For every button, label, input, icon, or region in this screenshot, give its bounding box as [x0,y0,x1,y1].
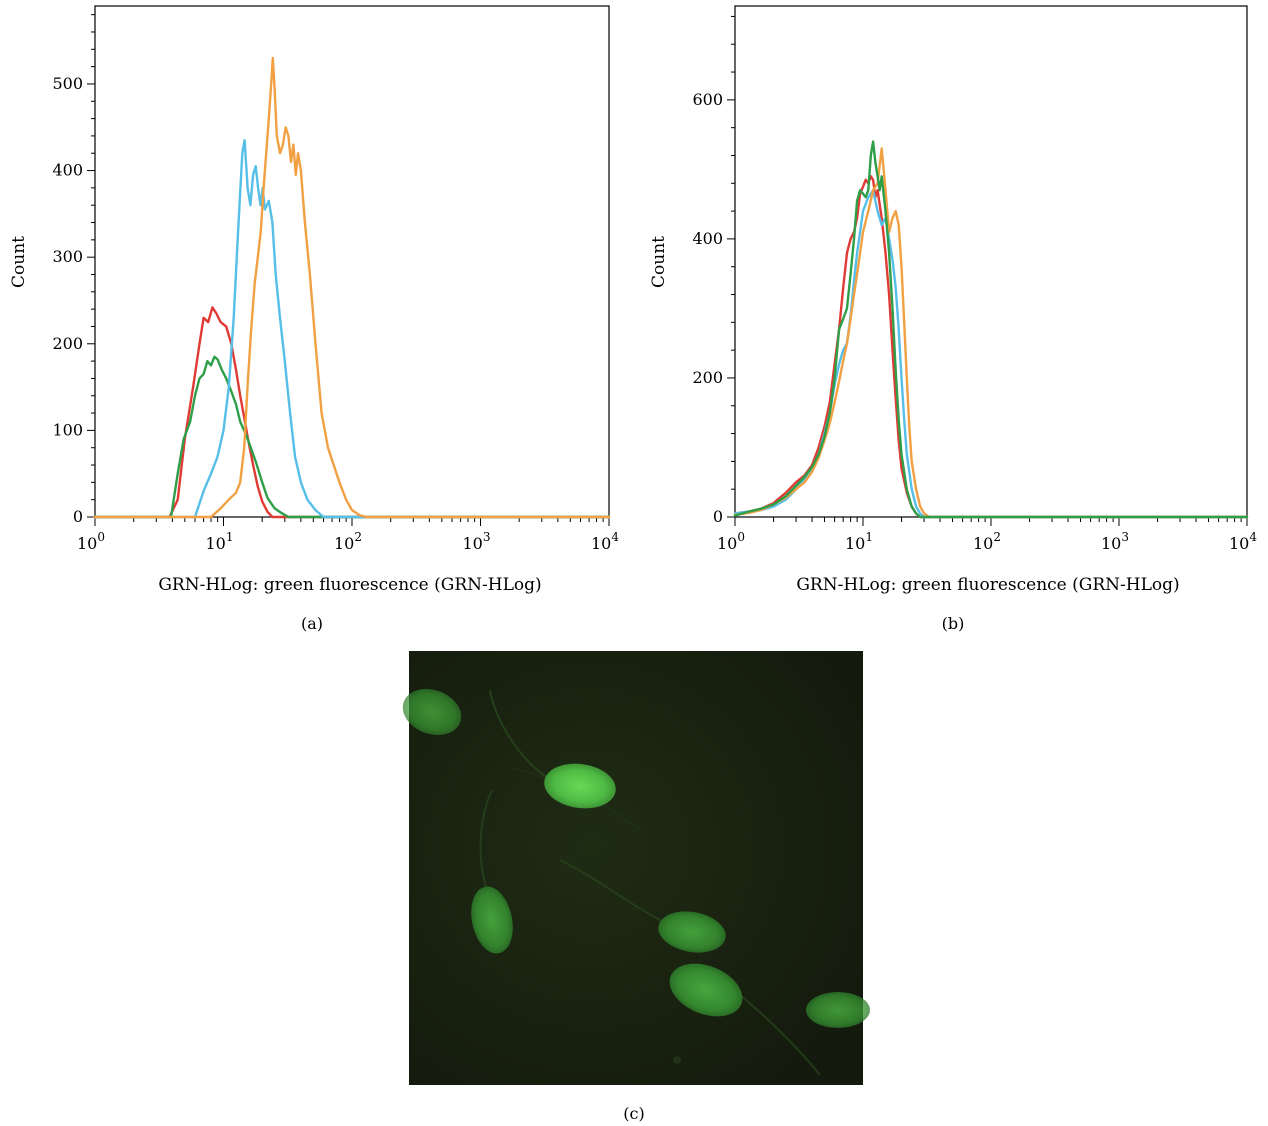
debris [673,1056,681,1064]
panel-label-b: (b) [942,614,965,633]
x-axis-title-a: GRN-HLog: green fluorescence (GRN-HLog) [158,575,541,595]
panel-label-a: (a) [301,614,323,633]
x-tick-label: 103 [463,530,491,553]
y-tick-label: 0 [73,507,83,526]
y-axis-ticks-b: 0 200 400 600 [692,15,735,526]
cell [806,992,870,1028]
series-line-blue [93,139,611,519]
y-axis-title-b: Count [649,236,669,288]
flagellum [489,689,549,779]
x-tick-label: 100 [77,530,105,553]
y-tick-label: 200 [692,368,723,387]
flagellum [559,859,665,923]
series-line-orange [733,147,1249,519]
x-axis-ticks-b: 100 101 102 103 104 [717,517,1257,553]
x-tick-label: 100 [717,530,745,553]
y-tick-label: 0 [713,507,723,526]
x-tick-label: 101 [206,530,234,553]
cell [402,688,462,736]
panel-label-c: (c) [623,1104,644,1123]
x-tick-label: 103 [1101,530,1129,553]
series-lines-b [733,140,1249,519]
x-tick-label: 101 [845,530,873,553]
series-line-green [93,355,611,519]
series-line-red [93,306,611,519]
histogram-panel-a: 0 100 200 300 400 500 100 101 102 103 104 GRN-HLo… [9,5,619,633]
y-axis-title-a: Count [9,236,29,288]
y-tick-label: 500 [52,74,83,93]
x-axis-title-b: GRN-HLog: green fluorescence (GRN-HLog) [796,575,1179,595]
y-tick-label: 400 [52,161,83,180]
flagellum [739,994,821,1076]
x-tick-label: 102 [973,530,1001,553]
x-tick-label: 102 [334,530,362,553]
y-tick-label: 400 [692,229,723,248]
plot-frame-a [94,5,610,518]
series-line-green [733,140,1249,519]
y-tick-label: 300 [52,247,83,266]
y-tick-label: 600 [692,90,723,109]
histogram-panel-b: 0 200 400 600 100 101 102 103 104 GRN-HLog: gre… [649,5,1257,633]
microscopy-panel-c: (c) [402,651,870,1123]
cell-bright [544,763,616,809]
flagellum [479,789,493,888]
y-tick-label: 200 [52,334,83,353]
cell [669,963,743,1017]
series-lines-a [93,56,611,519]
x-axis-ticks-a: 100 101 102 103 104 [77,517,619,553]
cell [471,886,513,954]
x-tick-label: 104 [591,530,619,553]
series-line-orange [93,56,611,519]
x-tick-label: 104 [1229,530,1257,553]
plot-frame-b [734,5,1248,518]
micrograph-cells [402,688,870,1076]
cell [658,911,726,953]
y-axis-ticks-a: 0 100 200 300 400 500 [52,14,95,526]
y-tick-label: 100 [52,420,83,439]
micrograph-background [409,651,863,1085]
series-line-blue [733,189,1249,519]
